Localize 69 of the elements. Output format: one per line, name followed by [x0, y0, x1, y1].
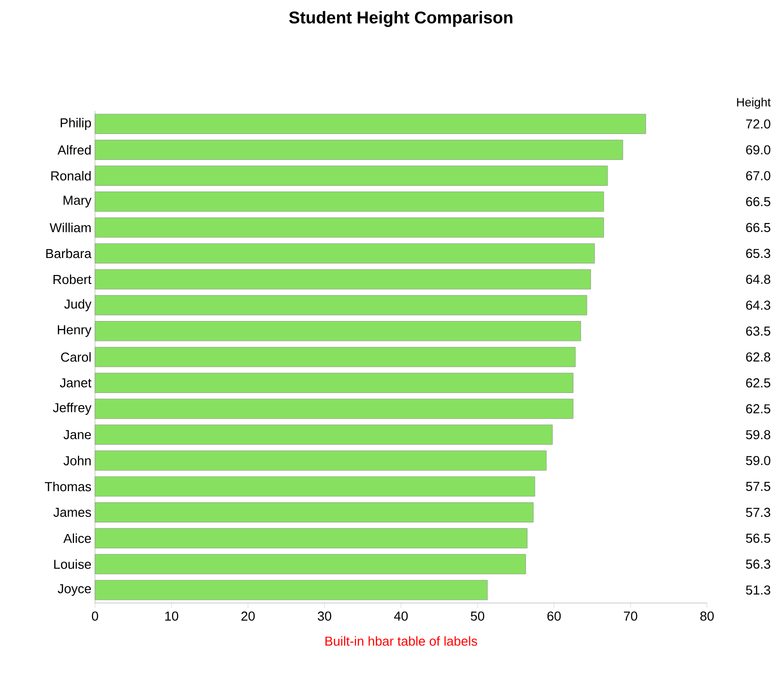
bar: [94, 140, 624, 160]
data-label: 56.5: [746, 534, 770, 543]
x-tick-label: 60: [547, 612, 561, 621]
bar: [94, 295, 588, 316]
y-tick-label: Robert: [54, 274, 92, 284]
bar: [94, 476, 536, 497]
y-tick-label: Carol: [61, 352, 91, 362]
bar: [94, 192, 604, 212]
y-tick-label: Alice: [63, 533, 91, 544]
bar: [94, 528, 528, 548]
y-tick-label: Alfred: [58, 145, 91, 155]
y-tick-label: Janet: [60, 378, 92, 388]
y-tick-label: Henry: [58, 325, 92, 337]
data-label: 66.5: [746, 197, 770, 206]
bar: [94, 243, 595, 264]
y-tick-label: Ronald: [51, 170, 91, 180]
x-tick-label: 70: [624, 612, 638, 621]
bar: [94, 166, 608, 186]
x-tick-label: 50: [470, 612, 484, 621]
data-label: 67.0: [746, 171, 770, 180]
data-label: 51.3: [746, 585, 770, 595]
x-tick-label: 40: [394, 612, 408, 621]
x-tick-label: 30: [318, 612, 332, 621]
data-label: 69.0: [746, 145, 770, 154]
text: Built-in hbar table of labels: [325, 636, 478, 646]
data-label: 62.5: [746, 404, 770, 414]
y-tick-label: John: [64, 456, 91, 466]
bar: [94, 346, 576, 368]
data-label: 57.3: [746, 508, 770, 517]
data-label: 62.8: [746, 352, 770, 362]
bar: [94, 269, 591, 290]
bar: [94, 554, 526, 574]
y-tick-label: Joyce: [58, 584, 91, 596]
data-label: 65.3: [746, 248, 770, 258]
x-tick-label: 10: [165, 612, 178, 621]
y-tick-label: James: [53, 508, 92, 517]
bar: [94, 424, 553, 445]
bar: [94, 114, 646, 134]
y-tick-label: Thomas: [44, 482, 92, 492]
data-label: 56.3: [746, 560, 770, 569]
bar: [94, 321, 581, 342]
data-label: 62.5: [746, 378, 770, 388]
bar: [94, 450, 547, 471]
bar: [94, 580, 488, 600]
data-label: 64.8: [746, 274, 770, 284]
bar: [94, 217, 604, 238]
x-tick-label: 0: [92, 612, 98, 621]
data-label: 63.5: [746, 326, 770, 336]
x-tick-label: 20: [241, 612, 255, 621]
data-label: 72.0: [746, 119, 770, 129]
y-tick-label: Louise: [54, 559, 91, 569]
y-tick-label: William: [50, 222, 91, 232]
bar: [94, 398, 574, 419]
data-label: 59.8: [746, 430, 770, 440]
chart-title: Student Height Comparison: [289, 11, 512, 27]
y-tick-label: Barbara: [46, 248, 92, 258]
bar: [94, 502, 534, 522]
data-label: 66.5: [746, 222, 770, 232]
y-tick-label: Jeffrey: [52, 402, 92, 415]
text: Height: [737, 98, 771, 109]
y-tick-label: Jane: [64, 430, 91, 440]
bar: [94, 372, 574, 393]
data-label: 59.0: [746, 456, 770, 466]
y-tick-label: Judy: [64, 299, 92, 312]
y-tick-label: Mary: [64, 196, 92, 208]
y-tick-label: Philip: [60, 118, 91, 130]
x-tick-label: 80: [700, 612, 714, 621]
data-label: 64.3: [746, 300, 770, 310]
data-label: 57.5: [746, 482, 770, 491]
